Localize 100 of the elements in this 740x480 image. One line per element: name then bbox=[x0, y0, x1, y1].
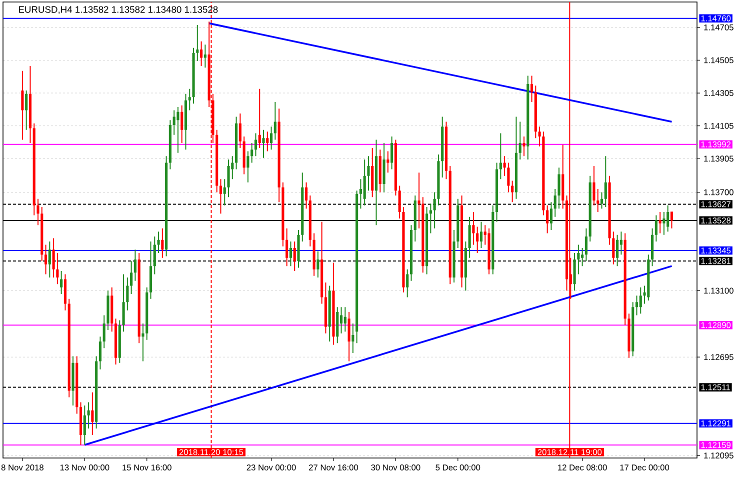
ref-line-label: 1.13281 bbox=[701, 258, 731, 264]
candlestick bbox=[316, 251, 320, 278]
candlestick bbox=[352, 323, 354, 354]
candlestick bbox=[371, 148, 374, 198]
candlestick bbox=[441, 116, 444, 178]
candlestick bbox=[402, 207, 405, 292]
candlestick bbox=[142, 323, 144, 362]
y-tick-label: 1.13100 bbox=[704, 288, 734, 294]
candlestick bbox=[452, 230, 456, 282]
candlestick bbox=[118, 320, 121, 363]
y-tick-label: 1.14105 bbox=[704, 122, 734, 129]
candlestick bbox=[472, 212, 475, 245]
candlestick bbox=[554, 188, 556, 217]
candlestick bbox=[79, 402, 82, 445]
candlestick bbox=[348, 312, 350, 362]
candlestick bbox=[204, 44, 206, 68]
candlestick bbox=[538, 126, 541, 146]
candlestick bbox=[235, 116, 238, 170]
x-tick-label: 27 Nov 16:00 bbox=[309, 464, 358, 470]
ref-line-label: 1.12511 bbox=[701, 384, 730, 390]
candlestick bbox=[266, 132, 269, 152]
candlestick bbox=[72, 356, 74, 406]
y-tick-label: 1.12095 bbox=[704, 452, 734, 458]
x-tick-label: 12 Dec 08:00 bbox=[558, 464, 607, 470]
x-tick-label: 13 Nov 00:00 bbox=[60, 464, 110, 470]
ref-line-label: 1.12291 bbox=[701, 420, 731, 426]
candlestick bbox=[106, 290, 110, 330]
candlestick bbox=[562, 144, 564, 209]
candlestick bbox=[592, 166, 596, 206]
x-tick-label: 17 Dec 00:00 bbox=[620, 464, 670, 470]
x-tick-label: 23 Nov 00:00 bbox=[246, 464, 296, 470]
candlestick bbox=[312, 233, 316, 276]
candlestick bbox=[25, 90, 28, 130]
candlestick bbox=[102, 315, 106, 348]
candlestick bbox=[60, 270, 63, 294]
candlestick bbox=[558, 168, 560, 209]
y-tick-label: 1.14305 bbox=[704, 90, 734, 96]
candlestick bbox=[286, 228, 288, 266]
candlestick bbox=[157, 232, 160, 253]
y-tick-label: 1.13700 bbox=[704, 189, 734, 196]
candlestick bbox=[126, 278, 129, 310]
candlestick bbox=[332, 262, 335, 345]
candlestick bbox=[28, 66, 32, 144]
candlestick bbox=[242, 136, 246, 174]
candlestick bbox=[270, 126, 273, 150]
candlestick bbox=[134, 250, 136, 281]
candlestick bbox=[262, 130, 265, 158]
candlestick bbox=[95, 356, 98, 428]
candlestick bbox=[584, 228, 588, 262]
candlestick bbox=[670, 212, 674, 228]
candlestick bbox=[246, 151, 250, 182]
candlestick bbox=[165, 156, 168, 256]
candlestick bbox=[130, 261, 133, 294]
candlestick bbox=[503, 156, 506, 176]
x-tick-label: 5 Dec 00:00 bbox=[436, 464, 480, 470]
candlestick bbox=[600, 192, 604, 209]
candlestick bbox=[608, 176, 611, 245]
candlestick bbox=[87, 402, 90, 428]
candlestick bbox=[223, 179, 226, 206]
candlestick bbox=[122, 274, 125, 332]
candlestick bbox=[666, 205, 670, 232]
candlestick bbox=[40, 207, 44, 262]
candlestick bbox=[367, 156, 370, 191]
candlestick bbox=[628, 314, 630, 358]
ref-line-label: 1.12890 bbox=[701, 322, 731, 328]
candlestick bbox=[258, 88, 261, 148]
candlestick bbox=[507, 162, 510, 192]
candlestick bbox=[390, 136, 394, 170]
candlestick bbox=[534, 86, 537, 138]
candlestick bbox=[91, 392, 94, 436]
annotation: 2018.12.11 19:00 bbox=[538, 449, 602, 456]
candlestick bbox=[514, 116, 518, 199]
candlestick bbox=[344, 307, 346, 332]
candlestick bbox=[410, 225, 413, 281]
candlestick bbox=[146, 287, 148, 340]
candlestick bbox=[64, 274, 66, 310]
candlestick bbox=[149, 241, 152, 299]
candlestick bbox=[464, 241, 467, 291]
candlestick bbox=[176, 106, 180, 153]
candlestick bbox=[219, 179, 222, 214]
candlestick bbox=[476, 226, 479, 253]
chart-title: EURUSD,H4 1.13582 1.13582 1.13480 1.13528 bbox=[18, 6, 218, 14]
candlestick bbox=[444, 122, 448, 180]
candlestick bbox=[83, 405, 86, 445]
candlestick bbox=[658, 212, 662, 234]
candlestick bbox=[651, 228, 654, 266]
candlestick bbox=[138, 252, 140, 344]
y-tick-label: 1.14705 bbox=[704, 24, 734, 30]
candlestick bbox=[336, 307, 339, 344]
candlestick bbox=[522, 136, 526, 156]
candlestick bbox=[429, 204, 432, 234]
candlestick bbox=[588, 176, 592, 242]
candlestick bbox=[573, 252, 576, 291]
candlestick bbox=[188, 88, 191, 110]
candlestick bbox=[577, 244, 580, 274]
candlestick bbox=[98, 336, 102, 370]
candlestick bbox=[418, 172, 420, 228]
candlestick bbox=[499, 133, 502, 180]
candlestick bbox=[456, 198, 460, 248]
candlestick bbox=[468, 216, 471, 258]
